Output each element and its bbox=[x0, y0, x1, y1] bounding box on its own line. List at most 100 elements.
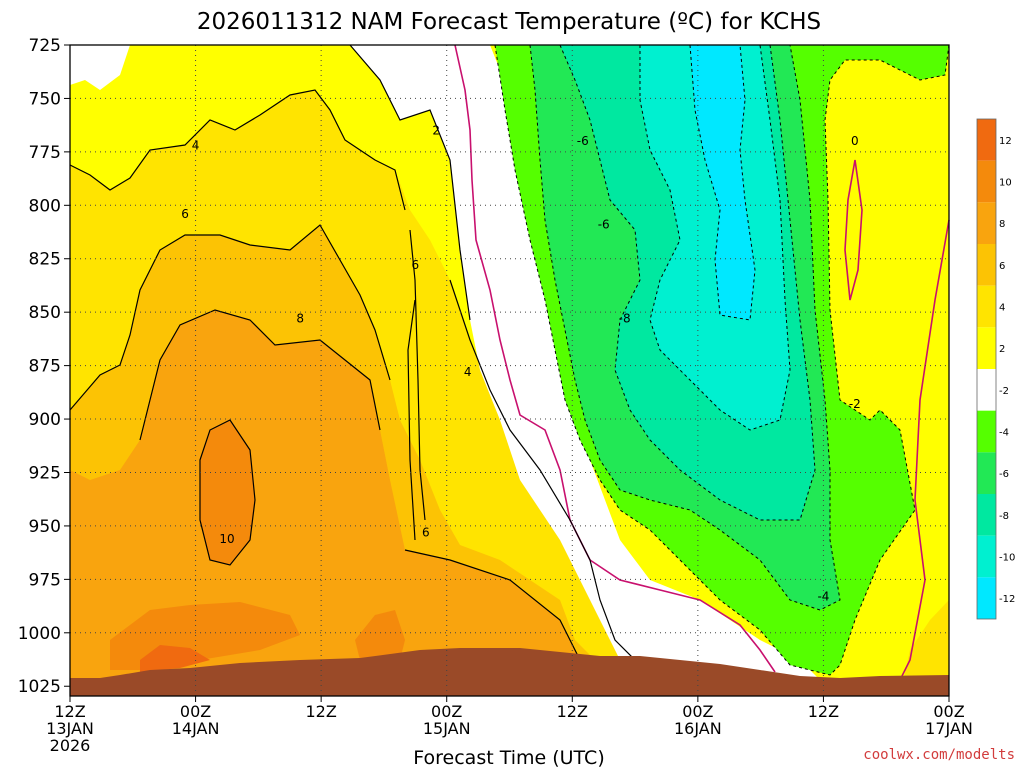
isotherm-2 bbox=[349, 44, 471, 321]
colorbar-label: -2 bbox=[999, 386, 1009, 397]
y-tick-label: 800 bbox=[29, 196, 61, 216]
colorbar-label: -12 bbox=[999, 594, 1015, 605]
band-12-plus bbox=[140, 645, 210, 672]
x-tick-label: 12Z bbox=[808, 702, 839, 721]
contour-label: 4 bbox=[464, 365, 472, 379]
contour-label: -2 bbox=[849, 397, 861, 411]
y-tick-label: 950 bbox=[29, 517, 61, 537]
y-tick-label: 825 bbox=[29, 250, 61, 270]
contour-label: -8 bbox=[619, 312, 631, 326]
x-tick-label: 15JAN bbox=[423, 719, 471, 738]
colorbar-label: 8 bbox=[999, 219, 1005, 230]
band-white-topleft bbox=[70, 45, 130, 90]
colorbar-label: -10 bbox=[999, 553, 1015, 564]
colorbar-label: 10 bbox=[999, 178, 1012, 189]
colorbar: 12 10 8 6 4 2 -2 -4 -6 -8 -10 -12 bbox=[976, 118, 1015, 620]
contour-labels: 4 6 8 10 2 6 4 6 -6 -6 -8 0 -2 -4 bbox=[181, 123, 861, 603]
x-tick-label: 13JAN bbox=[46, 719, 94, 738]
contour-label: 6 bbox=[422, 525, 430, 539]
x-axis-label: Forecast Time (UTC) bbox=[413, 747, 604, 768]
x-tick-label: 00Z bbox=[180, 702, 211, 721]
warm-isotherms bbox=[69, 44, 681, 681]
y-tick-label: 750 bbox=[29, 89, 61, 109]
colorbar-swatch bbox=[977, 202, 996, 244]
colorbar-swatch bbox=[977, 577, 996, 619]
isotherm-narrow-2 bbox=[407, 299, 416, 541]
colorbar-swatch bbox=[977, 119, 996, 161]
x-tick-label: 12Z bbox=[305, 702, 336, 721]
colorbar-label: -6 bbox=[999, 469, 1009, 480]
colorbar-swatch bbox=[977, 160, 996, 203]
colorbar-label: 2 bbox=[999, 344, 1005, 355]
y-tick-label: 1025 bbox=[18, 677, 61, 697]
colorbar-swatch bbox=[977, 369, 996, 411]
contour-label: 0 bbox=[851, 134, 859, 148]
colorbar-swatch bbox=[977, 410, 996, 453]
colorbar-frame bbox=[976, 118, 997, 620]
y-tick-label: 900 bbox=[29, 410, 61, 430]
colorbar-swatch bbox=[977, 452, 996, 494]
temperature-field bbox=[69, 44, 950, 696]
band-10-12 bbox=[200, 420, 255, 565]
plot-frame bbox=[69, 44, 950, 697]
band-8-10 bbox=[70, 310, 600, 696]
x-tick-label: 2026 bbox=[50, 736, 91, 755]
isotherm-narrow bbox=[409, 229, 426, 521]
y-axis: 725 750 775 800 825 850 875 900 925 950 975 1000 102… bbox=[18, 36, 70, 697]
contour-label: 4 bbox=[192, 138, 200, 152]
isotherm-minus-2 bbox=[494, 44, 950, 676]
band-minus-10-12 bbox=[690, 45, 755, 320]
freezing-line-east bbox=[844, 159, 863, 301]
grid bbox=[70, 45, 949, 696]
contour-label: 2 bbox=[432, 123, 440, 137]
credit-text: coolwx.com/modelts bbox=[863, 747, 1015, 763]
contour-label: 6 bbox=[181, 207, 189, 221]
band-warm-lowright bbox=[900, 600, 949, 696]
ground-surface bbox=[70, 648, 949, 696]
x-tick-label: 17JAN bbox=[925, 719, 973, 738]
colorbar-swatch bbox=[977, 327, 996, 369]
colorbar-label: 4 bbox=[999, 303, 1005, 314]
band-white-transition bbox=[350, 45, 870, 696]
band-10-12-mid bbox=[355, 610, 405, 660]
colorbar-swatch bbox=[977, 535, 996, 578]
contour-label: -6 bbox=[577, 134, 589, 148]
y-tick-label: 725 bbox=[29, 36, 61, 56]
isotherm-6-lower bbox=[404, 549, 581, 661]
isotherm-6 bbox=[69, 224, 391, 411]
band-minus-8-10 bbox=[640, 45, 790, 430]
isotherm-4 bbox=[69, 89, 406, 211]
y-tick-label: 775 bbox=[29, 143, 61, 163]
freezing-line-se bbox=[899, 219, 950, 681]
contour-label: 6 bbox=[412, 258, 420, 272]
contour-label: -6 bbox=[598, 218, 610, 232]
isotherm-8 bbox=[139, 309, 381, 441]
contour-label: -4 bbox=[817, 589, 829, 603]
isotherm-10 bbox=[199, 419, 256, 566]
freezing-line bbox=[454, 44, 776, 673]
y-tick-label: 925 bbox=[29, 463, 61, 483]
colorbar-label: 6 bbox=[999, 261, 1005, 272]
y-tick-label: 1000 bbox=[18, 624, 61, 644]
colorbar-swatch bbox=[977, 285, 996, 328]
chart-title: 2026011312 NAM Forecast Temperature (ºC)… bbox=[197, 9, 821, 35]
contour-label: 8 bbox=[296, 312, 304, 326]
y-tick-label: 975 bbox=[29, 570, 61, 590]
y-tick-label: 850 bbox=[29, 303, 61, 323]
colorbar-swatch bbox=[977, 244, 996, 286]
contour-label: 10 bbox=[219, 532, 234, 546]
band-yellow-right bbox=[935, 430, 949, 530]
x-tick-label: 12Z bbox=[54, 702, 85, 721]
x-tick-label: 00Z bbox=[933, 702, 964, 721]
colorbar-label: 12 bbox=[999, 136, 1012, 147]
colorbar-label: -4 bbox=[999, 428, 1009, 439]
y-tick-label: 875 bbox=[29, 357, 61, 377]
isotherm-minus-8 bbox=[639, 44, 791, 431]
x-tick-label: 16JAN bbox=[674, 719, 722, 738]
colorbar-swatch bbox=[977, 494, 996, 536]
x-tick-label: 00Z bbox=[682, 702, 713, 721]
x-tick-label: 12Z bbox=[557, 702, 588, 721]
isotherm-minus-6 bbox=[559, 44, 816, 521]
